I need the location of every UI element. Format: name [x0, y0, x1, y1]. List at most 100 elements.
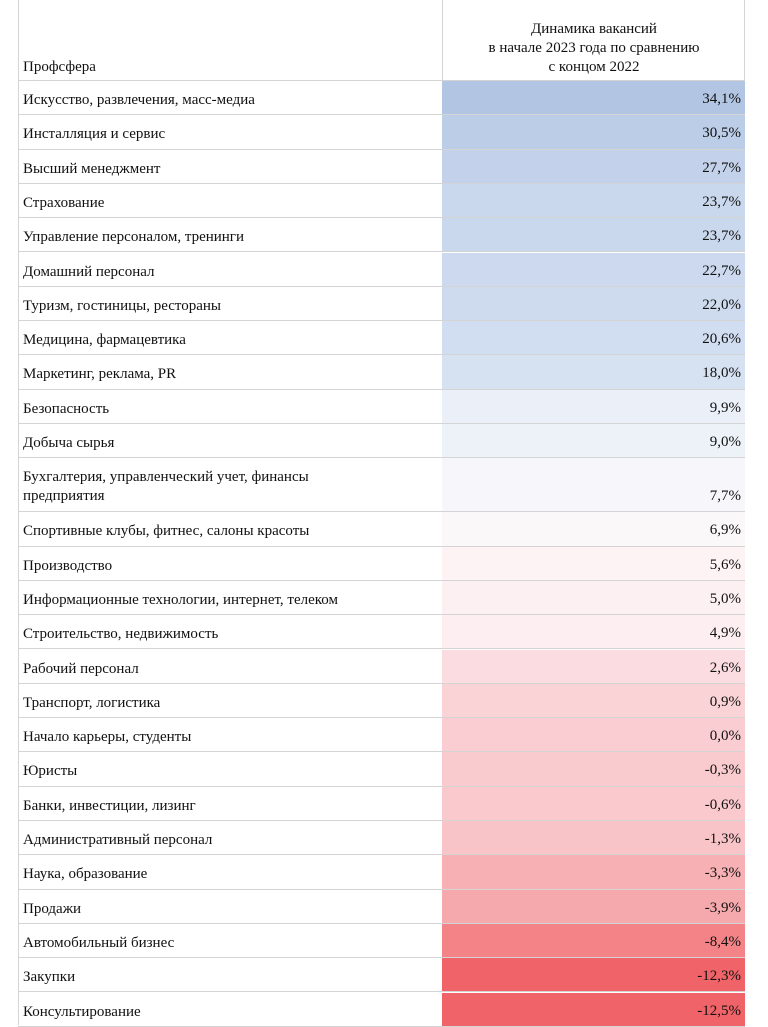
- column-header-profsfera: Профсфера: [23, 59, 96, 75]
- header-divider: [442, 0, 443, 81]
- table-header: Профсфера Динамика вакансий в начале 202…: [18, 0, 745, 81]
- row-value: 23,7%: [702, 193, 741, 210]
- row-profsfera-label: Продажи: [23, 900, 82, 917]
- table-row: Наука, образование -3,3%: [18, 855, 745, 890]
- row-value-cell: 6,9%: [442, 512, 745, 546]
- row-value: -0,3%: [704, 762, 741, 779]
- header-right-border: [744, 0, 745, 81]
- table-row: Автомобильный бизнес -8,4%: [18, 923, 745, 959]
- table-row: Консультирование -12,5%: [18, 992, 745, 1027]
- row-value: 18,0%: [702, 365, 741, 382]
- row-profsfera-label: Маркетинг, реклама, PR: [23, 366, 177, 383]
- table-row: Медицина, фармацевтика 20,6%: [18, 321, 745, 356]
- table-row: Инсталляция и сервис 30,5%: [18, 115, 745, 150]
- row-profsfera-label: Безопасность: [23, 400, 110, 417]
- row-value-cell: -0,6%: [442, 786, 745, 820]
- row-value-cell: 34,1%: [442, 81, 745, 115]
- row-profsfera-label: Медицина, фармацевтика: [23, 332, 186, 349]
- table-row: Закупки -12,3%: [18, 958, 745, 993]
- row-profsfera-label: Информационные технологии, интернет, тел…: [23, 591, 338, 608]
- table-row: Маркетинг, реклама, PR 18,0%: [18, 355, 745, 390]
- table-row: Производство 5,6%: [18, 546, 745, 581]
- row-value: -0,6%: [704, 796, 741, 813]
- row-value: 20,6%: [702, 331, 741, 348]
- row-value: -1,3%: [704, 831, 741, 847]
- row-value-cell: 7,7%: [442, 458, 745, 512]
- row-value-cell: 2,6%: [442, 649, 745, 683]
- row-value: 6,9%: [709, 522, 741, 539]
- table-row: Бухгалтерия, управленческий учет, финанс…: [18, 458, 745, 513]
- row-value-cell: -3,3%: [442, 855, 745, 889]
- row-value-cell: 9,0%: [442, 424, 745, 458]
- row-profsfera-label: Искусство, развлечения, масс-медиа: [23, 92, 255, 108]
- row-value: 22,0%: [702, 296, 741, 313]
- row-value-cell: 0,9%: [442, 683, 745, 718]
- row-value-cell: 5,0%: [442, 580, 745, 615]
- row-value: 9,9%: [709, 399, 741, 416]
- row-value: 27,7%: [702, 159, 741, 176]
- column-header-line-2: в начале 2023 года по сравнению: [488, 40, 700, 56]
- row-value: 34,1%: [702, 91, 741, 107]
- row-value: 30,5%: [702, 125, 741, 142]
- column-header-line-1: Динамика вакансий: [531, 21, 657, 37]
- row-profsfera-label: Рабочий персонал: [23, 660, 139, 677]
- table-row: Искусство, развлечения, масс-медиа 34,1%: [18, 81, 745, 116]
- row-profsfera-label: Консультирование: [23, 1003, 141, 1020]
- row-profsfera-label: Наука, образование: [23, 866, 148, 883]
- row-value-cell: -0,3%: [442, 752, 745, 786]
- table-row: Административный персонал -1,3%: [18, 821, 745, 856]
- row-value-cell: 23,7%: [442, 183, 745, 218]
- column-header-dynamics: Динамика вакансий в начале 2023 года по …: [443, 20, 745, 77]
- table-row: Домашний персонал 22,7%: [18, 252, 745, 287]
- table-row: Рабочий персонал 2,6%: [18, 649, 745, 684]
- row-value: 5,0%: [709, 590, 741, 607]
- row-profsfera-label: Производство: [23, 557, 113, 574]
- row-value: -3,9%: [704, 899, 741, 916]
- row-profsfera-label: Высший менеджмент: [23, 160, 161, 177]
- row-profsfera-label: Административный персонал: [23, 832, 213, 848]
- row-profsfera-label: Туризм, гостиницы, рестораны: [23, 297, 222, 314]
- row-value-cell: -1,3%: [442, 821, 745, 855]
- row-value-cell: 18,0%: [442, 355, 745, 389]
- table-row: Управление персоналом, тренинги 23,7%: [18, 218, 745, 253]
- table-row: Страхование 23,7%: [18, 183, 745, 219]
- row-value-cell: -8,4%: [442, 923, 745, 958]
- table-left-border: [18, 0, 19, 1025]
- row-profsfera-label: Добыча сырья: [23, 435, 115, 451]
- row-value: -12,5%: [697, 1002, 741, 1019]
- row-value-cell: -12,5%: [442, 992, 745, 1026]
- row-value: -3,3%: [704, 865, 741, 882]
- table-row: Добыча сырья 9,0%: [18, 424, 745, 459]
- row-profsfera-label: Закупки: [23, 969, 76, 986]
- table-row: Транспорт, логистика 0,9%: [18, 683, 745, 719]
- row-profsfera-label: Инсталляция и сервис: [23, 126, 166, 143]
- row-profsfera-label: Страхование: [23, 194, 105, 211]
- row-profsfera-label: Юристы: [23, 763, 78, 780]
- row-value-cell: 0,0%: [442, 718, 745, 752]
- row-value: 7,7%: [709, 488, 741, 505]
- table-row: Безопасность 9,9%: [18, 389, 745, 424]
- table-row: Продажи -3,9%: [18, 889, 745, 924]
- table-row: Юристы -0,3%: [18, 752, 745, 787]
- table-row: Высший менеджмент 27,7%: [18, 149, 745, 184]
- row-profsfera-label: Автомобильный бизнес: [23, 934, 175, 951]
- table-row: Строительство, недвижимость 4,9%: [18, 615, 745, 650]
- row-value: -8,4%: [704, 933, 741, 950]
- row-profsfera-label: Транспорт, логистика: [23, 694, 161, 711]
- row-value-cell: 22,7%: [442, 252, 745, 286]
- table-row: Информационные технологии, интернет, тел…: [18, 580, 745, 616]
- row-value-cell: 22,0%: [442, 286, 745, 321]
- row-value: 4,9%: [709, 625, 741, 642]
- row-value-cell: 27,7%: [442, 149, 745, 183]
- row-value-cell: 30,5%: [442, 115, 745, 149]
- row-value-cell: 4,9%: [442, 615, 745, 649]
- row-value: 0,0%: [709, 728, 741, 745]
- row-profsfera-label: Бухгалтерия, управленческий учет, финанс…: [23, 469, 309, 505]
- row-value: 5,6%: [709, 556, 741, 573]
- row-value-cell: 23,7%: [442, 218, 745, 252]
- row-profsfera-label: Начало карьеры, студенты: [23, 729, 192, 746]
- row-value-cell: -3,9%: [442, 889, 745, 923]
- row-value: 22,7%: [702, 262, 741, 279]
- row-value: 0,9%: [709, 693, 741, 710]
- table-row: Начало карьеры, студенты 0,0%: [18, 718, 745, 753]
